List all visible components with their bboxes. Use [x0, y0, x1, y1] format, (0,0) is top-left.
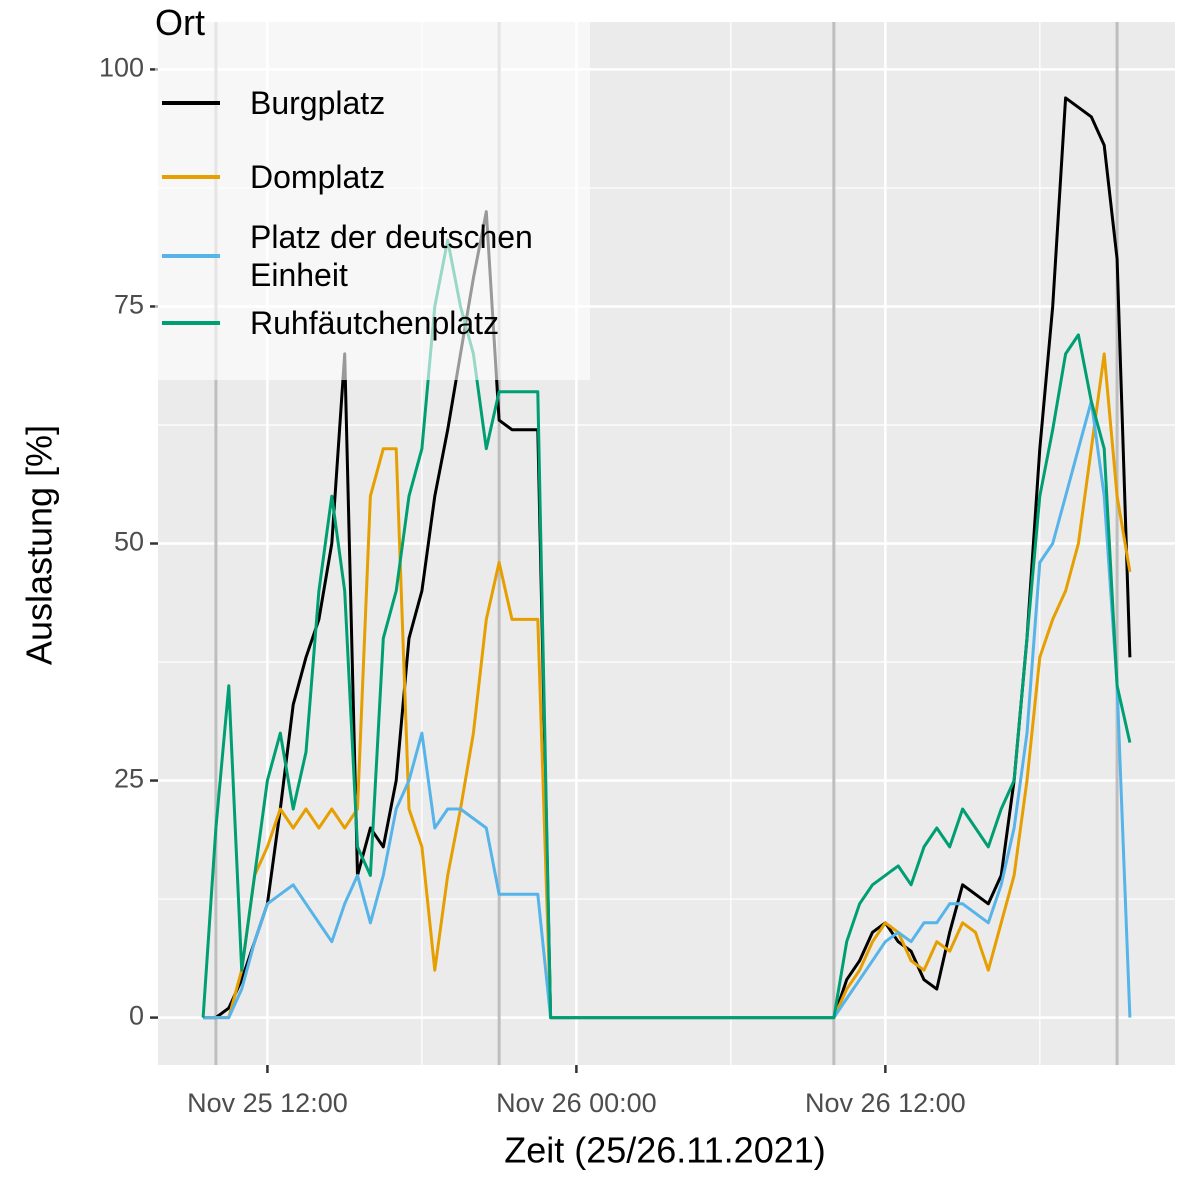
legend-key	[155, 225, 227, 287]
legend: Burgplatz Domplatz Platz der deutschen Ein…	[155, 22, 590, 380]
y-tick-label: 0	[129, 1001, 144, 1031]
legend-item: Burgplatz	[155, 72, 580, 134]
legend-label: Burgplatz	[250, 85, 386, 121]
legend-swatch	[162, 321, 220, 325]
x-tick-label: Nov 26 12:00	[805, 1088, 966, 1118]
legend-item: Domplatz	[155, 146, 580, 208]
legend-swatch	[162, 101, 220, 105]
y-tick-label: 100	[99, 53, 144, 83]
series-line	[201, 238, 1132, 1020]
y-tick-label: 75	[114, 290, 144, 320]
y-axis-title: Auslastung [%]	[19, 425, 60, 665]
legend-title: Ort	[155, 2, 205, 43]
x-tick-label: Nov 25 12:00	[187, 1088, 348, 1118]
legend-swatch	[162, 175, 220, 179]
x-tick-label: Nov 26 00:00	[496, 1088, 657, 1118]
legend-key	[155, 72, 227, 134]
legend-swatch	[162, 254, 220, 258]
legend-label: Ruhfäutchenplatz	[250, 305, 500, 341]
legend-key	[155, 146, 227, 208]
legend-item: Ruhfäutchenplatz	[155, 292, 580, 354]
legend-key	[155, 292, 227, 354]
legend-item: Platz der deutschen Einheit	[155, 218, 580, 294]
y-tick-label: 25	[114, 764, 144, 794]
y-tick-label: 50	[114, 527, 144, 557]
x-axis-title: Zeit (25/26.11.2021)	[504, 1130, 826, 1171]
legend-label: Domplatz	[250, 159, 386, 195]
legend-label: Platz der deutschen Einheit	[250, 219, 533, 293]
